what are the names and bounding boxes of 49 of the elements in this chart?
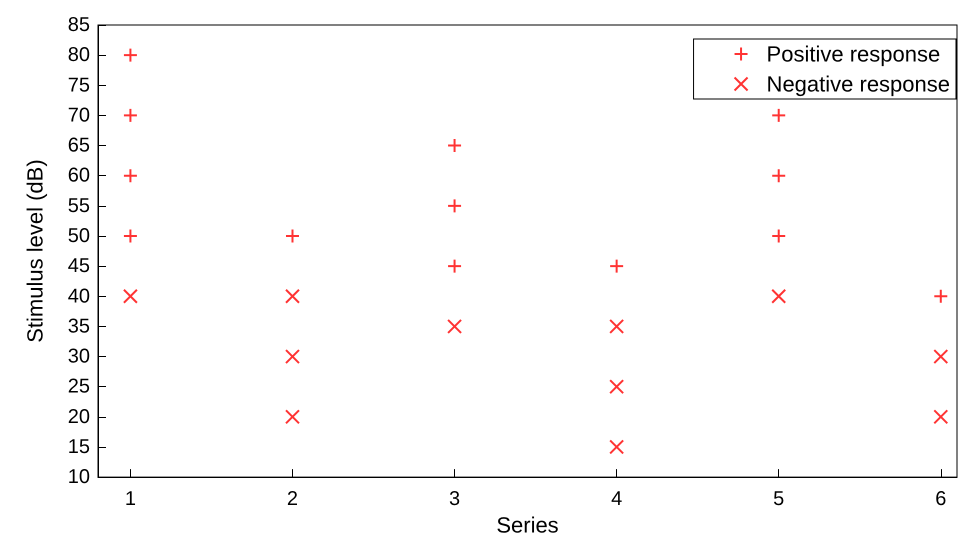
y-tick-label: 70 <box>68 104 90 126</box>
y-tick-label: 30 <box>68 346 90 368</box>
x-tick-label: 6 <box>935 488 946 510</box>
y-axis-title: Stimulus level (dB) <box>22 159 48 343</box>
point <box>122 168 138 184</box>
y-tick-label: 45 <box>68 255 90 278</box>
y-tick-label: 15 <box>68 436 90 458</box>
point <box>447 318 462 334</box>
point <box>447 198 462 214</box>
y-tick-label: 50 <box>68 224 90 247</box>
point <box>771 288 786 304</box>
point <box>933 409 948 424</box>
y-tick-label: 60 <box>68 164 90 187</box>
x-tick-label: 2 <box>286 488 298 510</box>
point <box>447 258 462 274</box>
legend-label: Negative response <box>766 72 950 96</box>
y-tick-label: 35 <box>68 315 90 338</box>
point <box>609 439 624 454</box>
point <box>122 48 138 63</box>
y-tick-label: 55 <box>68 194 90 217</box>
point <box>609 379 624 394</box>
y-tick-label: 20 <box>68 406 90 428</box>
point <box>122 228 138 244</box>
point <box>771 108 786 123</box>
x-axis-title: Series <box>496 512 559 538</box>
y-tick-label: 65 <box>68 134 90 157</box>
point <box>771 228 786 244</box>
point <box>933 288 948 304</box>
y-tick-label: 75 <box>68 74 90 96</box>
x-tick-label: 1 <box>124 488 136 510</box>
y-tick-label: 10 <box>68 466 90 488</box>
y-tick-label: 85 <box>68 14 90 36</box>
point <box>122 108 138 123</box>
legend-label: Positive response <box>766 42 940 66</box>
y-tick-label: 25 <box>68 376 90 398</box>
x-tick-label: 5 <box>773 488 784 510</box>
point <box>933 349 948 364</box>
point <box>609 318 624 334</box>
point <box>609 258 624 274</box>
y-tick-label: 40 <box>68 285 90 308</box>
x-tick-label: 3 <box>449 488 460 510</box>
y-tick-label: 80 <box>68 44 90 66</box>
point <box>771 168 786 184</box>
point <box>284 349 300 364</box>
x-tick-label: 4 <box>611 488 622 510</box>
point <box>284 288 300 304</box>
point <box>284 409 300 424</box>
point <box>447 138 462 154</box>
point <box>122 288 138 304</box>
